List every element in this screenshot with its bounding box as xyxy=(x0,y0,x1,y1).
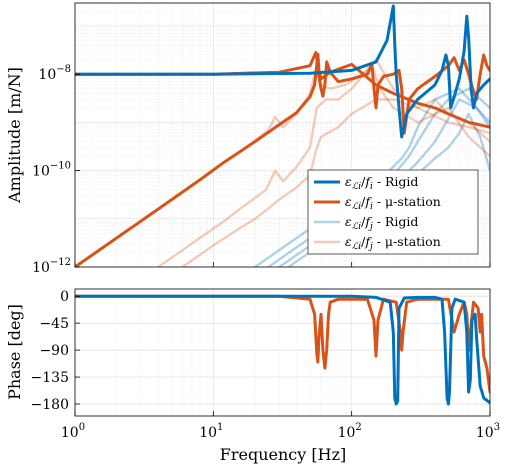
phase-ytick-label: −45 xyxy=(39,316,69,332)
amplitude-series-rigid-9 xyxy=(75,4,490,139)
amplitude-series-station_light-6 xyxy=(181,98,490,267)
amplitude-series-station-8 xyxy=(75,51,490,135)
phase-xtick-label: 101 xyxy=(199,422,223,441)
legend-label: εℒi/fi - μ-station xyxy=(345,194,441,212)
legend-label: εℒi/fj - Rigid xyxy=(345,214,418,232)
phase-xtick-label: 103 xyxy=(476,422,500,441)
phase-series-station-0 xyxy=(75,294,490,394)
amplitude-plot: 10−8 10−10 10−12 Amplitude [m/N] εℒi/fi - … xyxy=(5,2,491,276)
amplitude-ticks: 10−8 10−10 10−12 xyxy=(32,64,491,276)
phase-xlabel: Frequency [Hz] xyxy=(220,445,347,464)
legend-label: εℒi/fi - Rigid xyxy=(345,174,418,192)
phase-ytick-label: −135 xyxy=(31,370,69,386)
phase-grid xyxy=(74,289,490,416)
phase-ytick-label: 0 xyxy=(60,289,69,305)
phase-axes-box xyxy=(74,288,491,417)
amplitude-ytick-label: 10−10 xyxy=(32,161,71,180)
phase-ytick-label: −90 xyxy=(39,343,69,359)
phase-series-group xyxy=(75,294,490,406)
legend: εℒi/fi - Rigid εℒi/fi - μ-station εℒi/fj -… xyxy=(307,169,479,255)
phase-xtick-label: 100 xyxy=(61,422,85,441)
amplitude-ytick-label: 10−8 xyxy=(38,64,71,83)
amplitude-axes-box xyxy=(74,2,491,268)
legend-entries: εℒi/fi - Rigid εℒi/fi - μ-station εℒi/fj -… xyxy=(314,174,441,252)
legend-label: εℒi/fj - μ-station xyxy=(345,234,441,252)
phase-ytick-label: −180 xyxy=(31,397,69,413)
phase-ticks: 0 −45 −90 −135 −180 100 101 102 103 xyxy=(31,289,501,441)
phase-ylabel: Phase [deg] xyxy=(5,304,24,400)
phase-xtick-label: 102 xyxy=(338,422,362,441)
phase-series-rigid-1 xyxy=(75,294,490,406)
amplitude-ytick-label: 10−12 xyxy=(32,257,71,276)
amplitude-ylabel: Amplitude [m/N] xyxy=(5,67,24,204)
legend-box xyxy=(307,169,479,255)
amplitude-series-station_light-5 xyxy=(157,64,490,267)
